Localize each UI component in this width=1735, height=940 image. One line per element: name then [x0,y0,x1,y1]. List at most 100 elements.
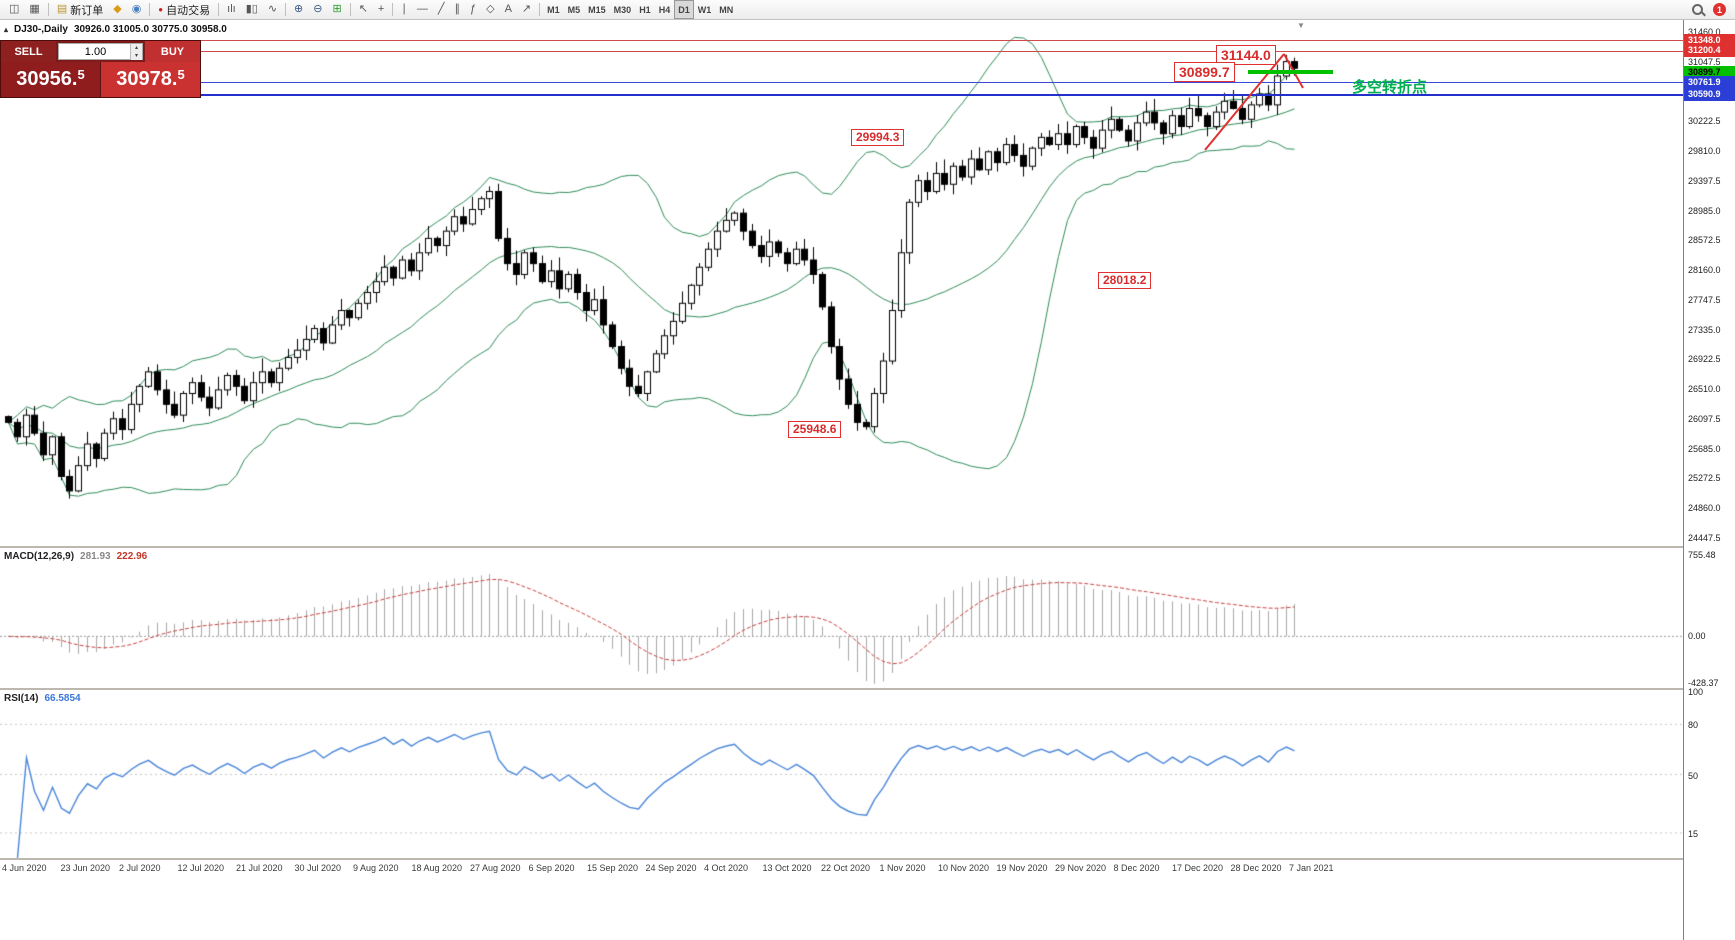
hline-icon: ― [416,3,428,15]
trend-line-up[interactable] [1204,53,1285,151]
text-button[interactable]: A [500,0,517,19]
time-axis[interactable]: 4 Jun 2020 23 Jun 2020 2 Jul 2020 12 Jul 20… [0,860,1683,882]
tf-m5-button[interactable]: M5 [564,0,585,19]
symbols-button[interactable]: ◆ [108,0,126,19]
fibonacci-button[interactable]: ƒ [465,0,481,19]
price-axis-label: 30222.5 [1688,116,1721,127]
chart-candles-button[interactable]: ▮▯ [241,0,263,19]
toolbar-separator [149,3,151,16]
tile-windows-button[interactable]: ⊞ [327,0,346,19]
layout-icon: ▦ [29,3,40,15]
tf-m30-button[interactable]: M30 [610,0,636,19]
notification-badge[interactable]: 1 [1713,3,1726,16]
autotrading-button[interactable]: ● 自动交易 [153,0,215,19]
resistance-line-31200[interactable] [0,50,1683,52]
buy-button[interactable]: BUY [145,41,200,63]
price-label-31144.0[interactable]: 31144.0 [1216,44,1276,65]
price-label-28018.2[interactable]: 28018.2 [1098,271,1152,289]
bars-icon: ılı [227,3,236,15]
chart-ohlc-values: 30926.0 31005.0 30775.0 30958.0 [73,24,227,35]
fibonacci-icon: ƒ [469,3,477,15]
zoom-out-button[interactable]: ⊖ [308,0,327,19]
shapes-button[interactable]: ◇ [481,0,499,19]
candles-icon: ▮▯ [245,3,258,15]
turning-point-line[interactable] [1248,70,1333,75]
time-axis-label: 19 Nov 2020 [996,863,1048,873]
tf-d1-button[interactable]: D1 [674,0,694,19]
tf-d1-button-label: D1 [678,4,690,15]
grid-icon: ⊞ [332,3,342,15]
chart-symbol-period: DJ30-,Daily [14,24,68,35]
price-label-29994.3[interactable]: 29994.3 [851,129,905,147]
chart-canvas[interactable] [0,20,1683,940]
tf-m15-button[interactable]: M15 [584,0,610,19]
price-axis-label: 25685.0 [1688,443,1721,454]
price-axis-label: 26922.5 [1688,354,1721,365]
price-axis-label: 26097.5 [1688,413,1721,424]
resistance-line-31348[interactable] [0,40,1683,42]
support-line-30590[interactable] [0,93,1683,96]
time-axis-label: 15 Sep 2020 [587,863,639,873]
community-button[interactable]: ◉ [127,0,147,19]
order-ticket-icon: ▤ [56,3,68,15]
volume-input[interactable] [59,44,142,60]
trendline-button[interactable]: ╱ [433,0,450,19]
search-button[interactable] [1692,4,1706,16]
time-axis-label: 27 Aug 2020 [470,863,521,873]
price-axis[interactable]: 31460.031047.530635.030222.529810.029397… [1683,20,1735,940]
chart-plus-icon: ◫ [9,3,20,15]
horizontal-line-button[interactable]: ― [412,0,433,19]
tf-w1-button[interactable]: W1 [694,0,716,19]
channel-button[interactable]: ∥ [449,0,465,19]
sell-price-button[interactable]: 30956. 5 [1,62,100,97]
crosshair-icon: + [377,3,385,15]
toolbar-separator [218,3,220,16]
time-axis-label: 12 Jul 2020 [177,863,225,873]
new-order-button[interactable]: ▤ 新订单 [52,0,108,19]
sell-button[interactable]: SELL [1,41,56,63]
chart-shift-marker: ▼ [1297,21,1305,30]
price-badge-31348.0: 31348.0 [1684,33,1735,47]
chart-line-button[interactable]: ∿ [263,0,282,19]
panel-separator-macd[interactable] [0,546,1683,548]
time-axis-label: 22 Oct 2020 [821,863,871,873]
level-line-30761[interactable] [0,82,1683,84]
arrows-button[interactable]: ↗ [517,0,536,19]
profiles-button[interactable]: ▦ [24,0,44,19]
time-axis-label: 2 Jul 2020 [119,863,161,873]
macd-axis-label: -428.37 [1688,677,1719,688]
price-label-25948.6[interactable]: 25948.6 [788,421,842,439]
panel-separator-rsi[interactable] [0,688,1683,690]
chart-bars-button[interactable]: ılı [222,0,241,19]
panel-separator-timeline[interactable] [0,858,1683,860]
cursor-button[interactable]: ↖ [354,0,373,19]
price-badge-31200.4: 31200.4 [1684,44,1735,58]
new-chart-button[interactable]: ◫ [4,0,24,19]
time-axis-label: 10 Nov 2020 [938,863,990,873]
zoom-in-button[interactable]: ⊕ [289,0,308,19]
price-axis-label: 28572.5 [1688,235,1721,246]
turning-point-annotation[interactable]: 多空转折点 [1352,79,1428,96]
volume-up-button[interactable]: ▴ [131,44,142,52]
tf-mn-button-label: MN [719,4,734,15]
price-axis-label: 31460.0 [1688,27,1721,37]
time-axis-label: 30 Jul 2020 [294,863,342,873]
price-axis-label: 29810.0 [1688,146,1721,157]
volume-down-button[interactable]: ▾ [131,52,142,60]
tf-h1-button[interactable]: H1 [635,0,655,19]
tf-h4-button[interactable]: H4 [655,0,675,19]
price-axis-label: 27335.0 [1688,324,1721,335]
crosshair-button[interactable]: + [373,0,389,19]
arrowmark-icon: ↗ [521,3,532,15]
price-label-30899.7[interactable]: 30899.7 [1174,62,1235,83]
vertical-line-button[interactable]: ∣ [396,0,412,19]
tf-m1-button[interactable]: M1 [543,0,564,19]
macd-axis-label: 0.00 [1688,631,1706,642]
tf-m5-button-label: M5 [567,4,581,15]
time-axis-label: 21 Jul 2020 [236,863,283,873]
autotrading-button-label: 自动交易 [166,4,211,17]
zoom-out-icon: ⊖ [313,3,323,15]
rsi-axis-label: 15 [1688,828,1699,839]
buy-price-button[interactable]: 30978. 5 [100,62,200,97]
tf-mn-button[interactable]: MN [715,0,737,19]
